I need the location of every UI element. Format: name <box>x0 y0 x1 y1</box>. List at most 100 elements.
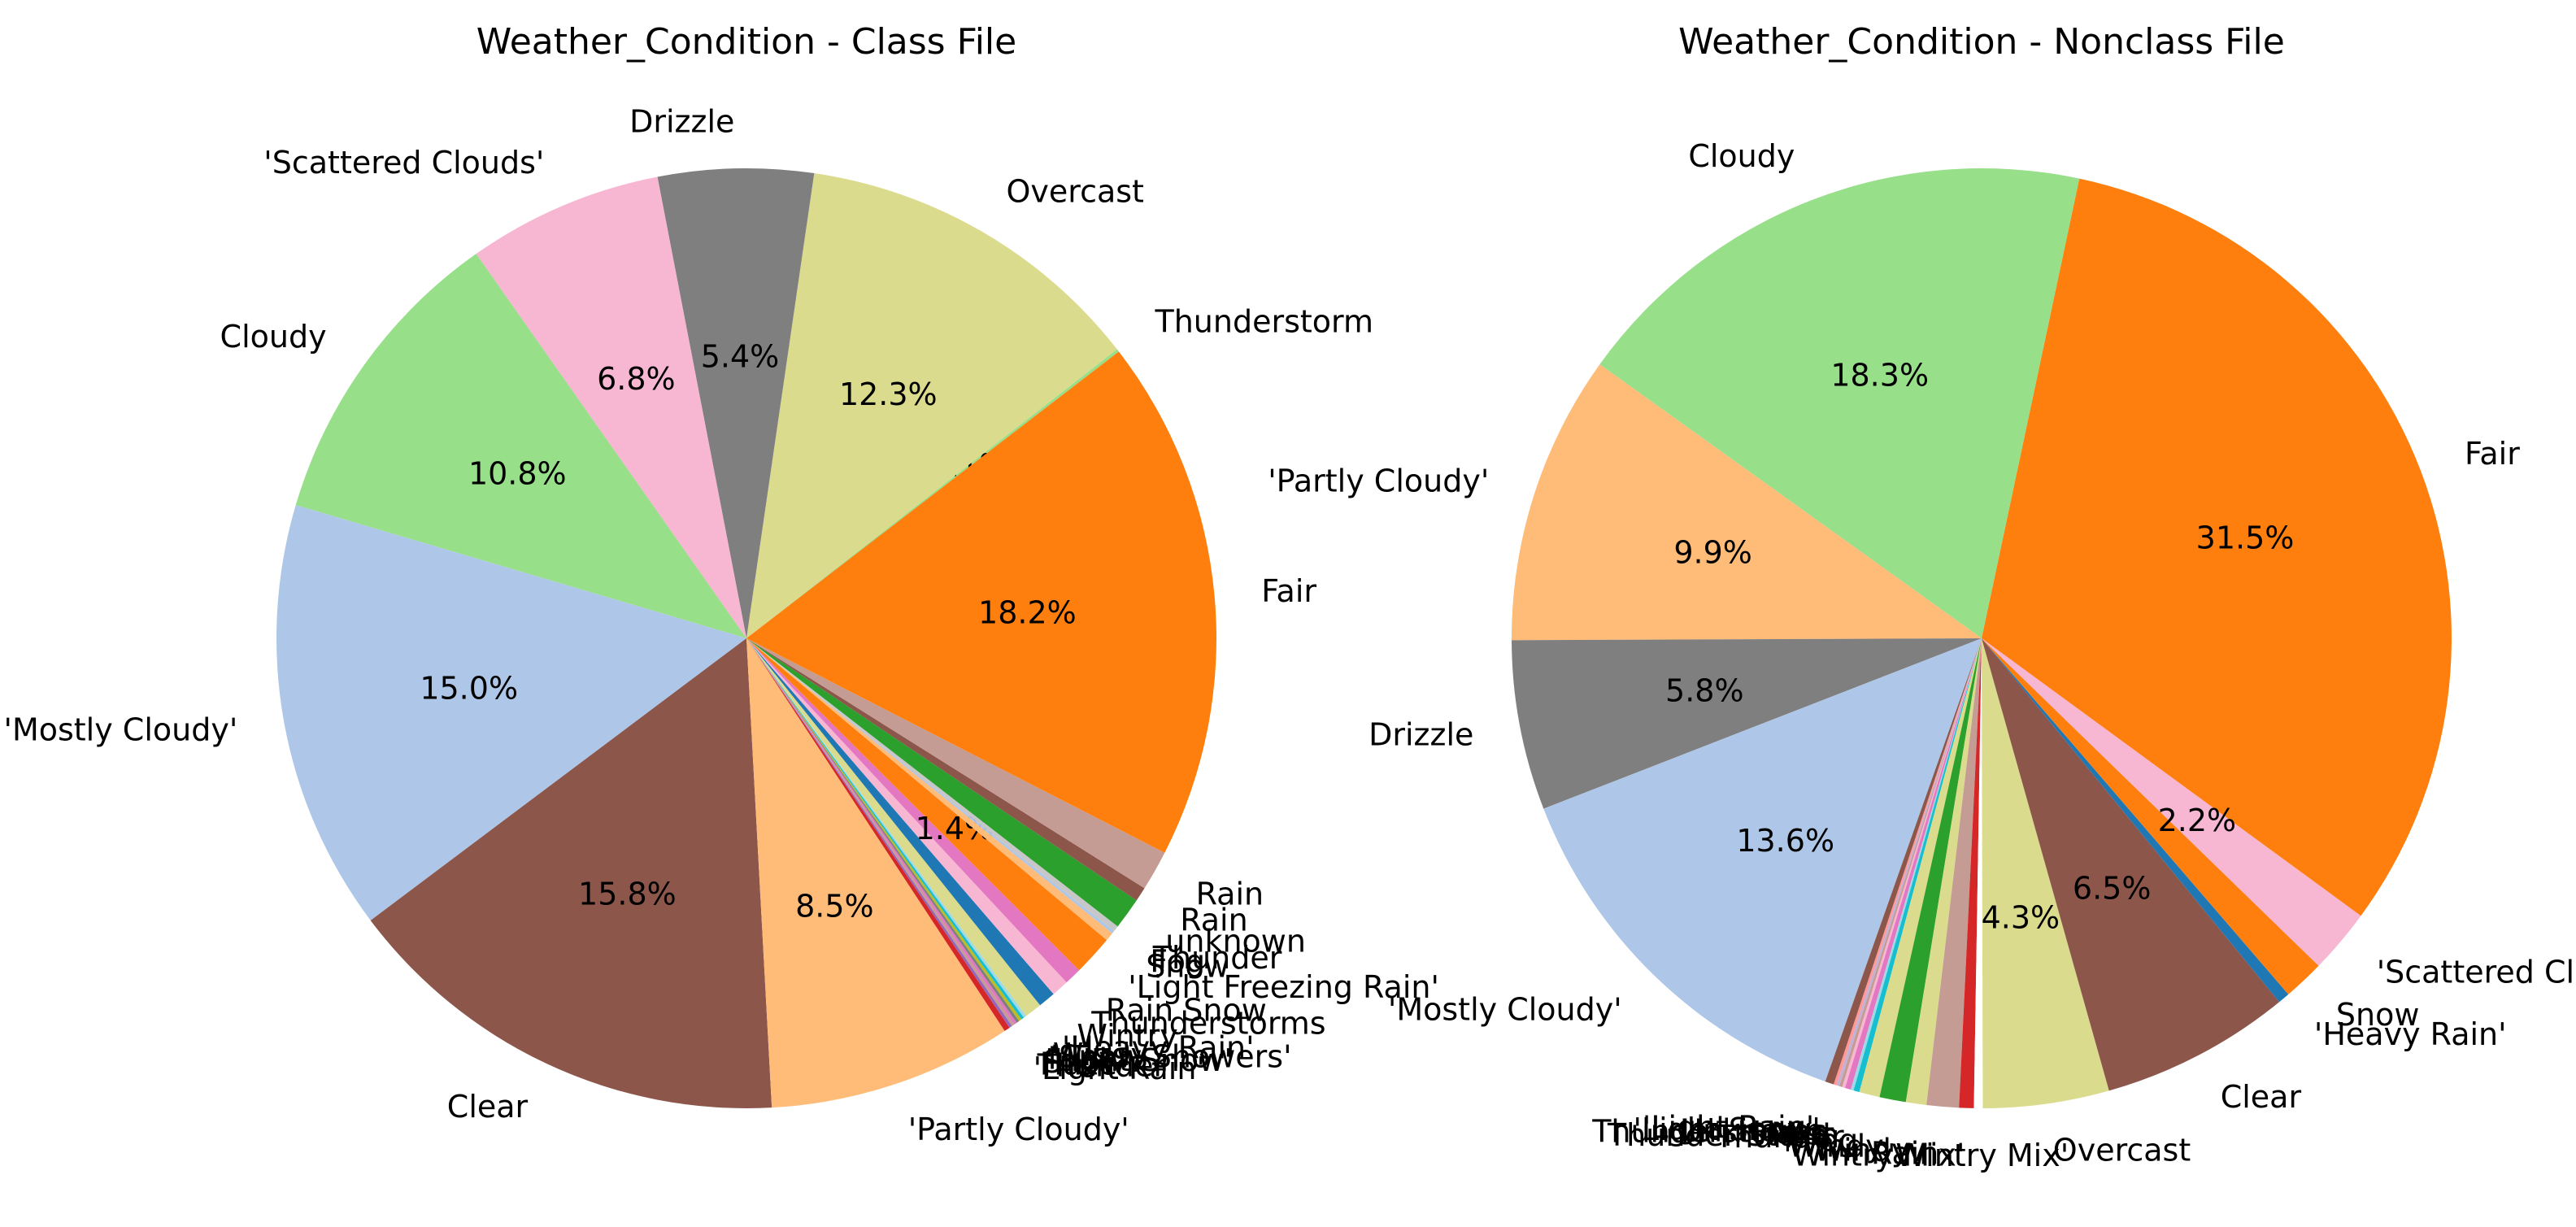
pie-nonclass-file: Fair 31.5% Cloudy 18.3% 'Partly Cloudy' 9.9% D… <box>1268 138 2576 1173</box>
pie-slice-drizzle <box>1512 638 1982 809</box>
slice-label-rain: Rain <box>1871 1136 1939 1172</box>
slice-percent-drizzle: 5.4% <box>701 338 780 374</box>
pie-slice-cloudy <box>1599 168 2080 638</box>
slice-percent-scattered-clouds: 2.2% <box>2158 803 2237 838</box>
pie-slice-overcast <box>1982 638 2109 1108</box>
pie-slice-heavy-rain <box>746 638 1041 1016</box>
chart-title-class: Weather_Condition - Class File <box>476 21 1016 63</box>
pie-slice-wintry-mix <box>1959 638 1982 1108</box>
slice-label-thunder: Thunder <box>1714 1119 1844 1155</box>
slice-label-overcast: Overcast <box>2053 1133 2191 1168</box>
slice-label-snow-showers: 'Snow Showers' <box>1051 1038 1292 1074</box>
pie-slice-fog <box>746 638 1115 933</box>
slice-label-mostly-cloudy: 'Mostly Cloudy' <box>4 712 238 748</box>
pie-slice-wintry-mix <box>1973 638 1983 1109</box>
slice-label-thunder-storm: Thunder Storm <box>1607 1117 1839 1153</box>
pie-slice-unknown <box>746 638 1137 927</box>
slice-label-scattered-clouds: 'Scattered Clouds' <box>2377 954 2576 990</box>
pie-slice-thunder <box>746 638 1118 932</box>
slice-label-unknown: unknown <box>1165 923 1306 959</box>
pie-slice-haze <box>1842 638 1982 1089</box>
pie-slice-partly-cloudy <box>746 638 1005 1108</box>
pie-slice-rain-snow <box>746 638 1080 983</box>
pie-slice-haze <box>746 638 1015 1026</box>
pie-slice-heavy-rain <box>1982 638 2289 1003</box>
slice-label-light-snow: 'Light Snow' <box>1633 1112 1820 1147</box>
pie-slice-light-snow <box>1834 638 1982 1086</box>
pie-slice-thunderstorms <box>1839 638 1982 1087</box>
slice-label-unknown: Unknown <box>1680 1112 1823 1148</box>
slice-label-rain: Rain <box>1180 902 1248 938</box>
slice-label-fog: Fog <box>1150 944 1205 980</box>
chart-title-nonclass: Weather_Condition - Nonclass File <box>1678 21 2285 63</box>
slice-percent-clear: 6.5% <box>2073 871 2152 907</box>
pie-slice-mostly-cloudy <box>1543 638 1982 1082</box>
pie-slice-thunder <box>746 638 1012 1028</box>
slice-percent-clear: 15.8% <box>578 876 677 912</box>
slice-label-wintry: Wintry <box>1077 1018 1177 1054</box>
pie-slice-scattered-clouds <box>1982 638 2361 966</box>
pie-slice-rain <box>746 638 1145 901</box>
pie-slice-light-rain <box>1825 638 1982 1085</box>
slice-label-drizzle: Drizzle <box>629 103 734 139</box>
slice-label-light-rain: 'Light Rain' <box>1643 1110 1814 1146</box>
slice-label-windy: Windy <box>1813 1133 1909 1168</box>
slice-label-heavy-rain: 'Heavy Rain' <box>2314 1016 2507 1052</box>
slice-percent-scattered-clouds: 6.8% <box>597 361 676 397</box>
pie-slice-clear <box>1982 638 2280 1091</box>
slice-label-clear: Clear <box>447 1089 529 1125</box>
slice-label-haze: Haze <box>1752 1115 1830 1151</box>
pie-slice-thunder-storm <box>1851 638 1982 1091</box>
slice-label-snow: Snow <box>1146 949 1229 985</box>
slice-label-fog: Fog <box>1803 1122 1858 1158</box>
slice-label-snow: Snow <box>2336 997 2420 1033</box>
pie-slice-rain <box>1926 638 1982 1108</box>
pie-slice-thunderstorm <box>746 349 1119 638</box>
slice-label-light-freezing-rain: 'Light Freezing Rain' <box>1128 969 1439 1005</box>
pie-slice-drizzle <box>657 168 815 638</box>
pie-slice-light-rain <box>746 638 1010 1031</box>
slice-label-mist: Mist <box>1048 1041 1112 1077</box>
slice-label-cloudy: Cloudy <box>220 319 327 355</box>
pie-slice-clear <box>370 638 772 1109</box>
slice-label-partly-cloudy: 'Partly Cloudy' <box>908 1112 1129 1147</box>
slice-label-clear: Clear <box>2221 1079 2302 1115</box>
pie-slice-thunderstorms <box>746 638 1067 994</box>
slice-label-haze: Haze <box>1040 1046 1117 1082</box>
slice-percent-cloudy: 18.3% <box>1830 358 1929 394</box>
slice-label-windy: Windy <box>1788 1128 1884 1164</box>
pie-slice-fog <box>1859 638 1982 1098</box>
slice-percent-fair: 31.5% <box>2196 520 2295 555</box>
slice-label-mostly-cloudy: 'Mostly Cloudy' <box>1388 992 1622 1028</box>
slice-percent-drizzle: 5.8% <box>1665 673 1744 709</box>
pie-slice-unknown <box>1836 638 1982 1086</box>
slice-label-wintry-mix: 'Wintry Mix' <box>1887 1138 2069 1173</box>
slice-label-thunderstorms: Thunderstorms <box>1591 1114 1826 1150</box>
pie-slice-partly-cloudy <box>1511 364 1982 641</box>
slice-label-scattered-clouds: 'Scattered Clouds' <box>263 145 544 181</box>
pie-slice-light-freezing-rain <box>746 638 1107 971</box>
slice-percent-mostly-cloudy: 15.0% <box>420 671 518 707</box>
pie-slice-overcast <box>746 173 1117 639</box>
slice-label-heavy-rain: 'Heavy Rain' <box>1062 1030 1255 1066</box>
slice-label-drizzle: Drizzle <box>1368 717 1473 753</box>
slice-label-light-snow: 'Light Snow' <box>1045 1042 1232 1078</box>
pie-slice-mist <box>1845 638 1982 1090</box>
slice-label-light-rain: 'Light Rain' <box>1033 1051 1205 1086</box>
slice-percent-overcast: 12.3% <box>839 376 938 412</box>
slice-label-rain: Rain <box>1196 876 1264 912</box>
slice-label-thunderstorms: Thunderstorms <box>1090 1006 1325 1042</box>
pie-slice-windy <box>1905 638 1982 1105</box>
pie-slice-fair <box>1982 178 2452 916</box>
pie-slice-scattered-clouds <box>476 176 746 639</box>
slice-percent-partly-cloudy: 9.9% <box>1673 535 1752 571</box>
pie-slice-snow <box>1982 638 2319 994</box>
slice-label-rain-snow: Rain Snow <box>1106 992 1267 1028</box>
pie-slice-light-snow <box>746 638 1020 1023</box>
slice-label-windy: Windy <box>1053 1037 1149 1073</box>
slice-label-fair: Fair <box>2465 436 2520 472</box>
slice-percent-mostly-cloudy: 13.6% <box>1736 823 1834 859</box>
pie-slice-windy <box>1879 638 1982 1103</box>
slice-percent-partly-cloudy: 8.5% <box>795 888 874 924</box>
slice-label-cloudy: Cloudy <box>1688 138 1795 174</box>
